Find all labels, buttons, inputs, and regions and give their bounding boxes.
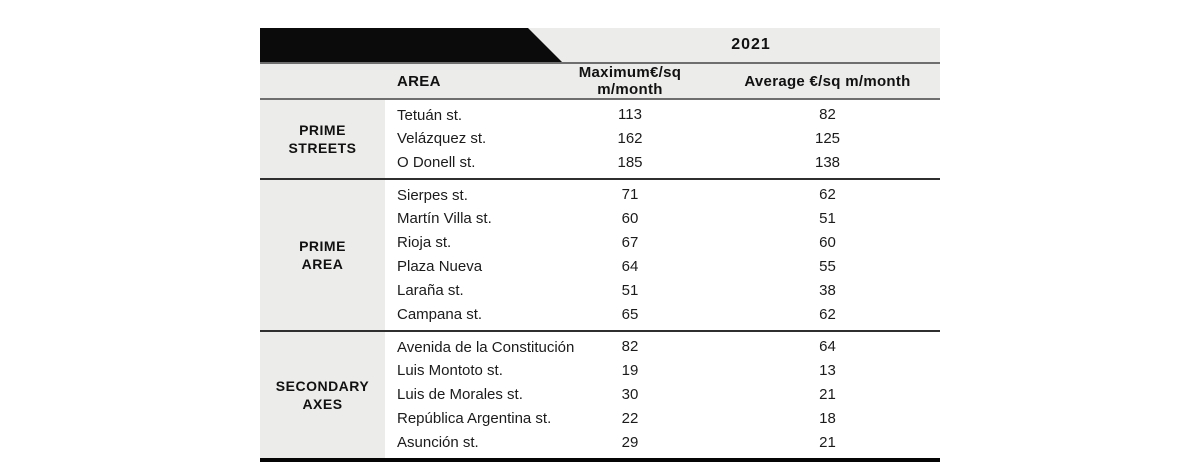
maximum-value: 71 xyxy=(621,186,639,203)
area-name: Luis de Morales st. xyxy=(397,386,523,403)
group-prime-streets: PRIME STREETS Tetuán st. 113 82 Velázque… xyxy=(260,99,940,179)
group-secondary-axes: SECONDARY AXES Avenida de la Constitució… xyxy=(260,331,940,460)
group-label-prime-streets: PRIME STREETS xyxy=(260,99,385,179)
header-spacer xyxy=(260,64,385,99)
maximum-value: 67 xyxy=(621,234,639,251)
average-value: 62 xyxy=(819,186,836,203)
area-name: Rioja st. xyxy=(397,234,452,251)
year-banner: 2021 xyxy=(260,28,940,64)
area-name: Tetuán st. xyxy=(397,106,463,124)
year-label: 2021 xyxy=(731,36,771,53)
average-value: 82 xyxy=(819,106,836,123)
table-row: Luis Montoto st. 19 13 xyxy=(260,359,940,383)
table-row: Asunción st. 29 21 xyxy=(260,431,940,460)
area-name: O Donell st. xyxy=(397,153,476,171)
maximum-value: 29 xyxy=(621,434,639,451)
average-value: 38 xyxy=(819,282,836,299)
group-prime-area: PRIME AREA Sierpes st. 71 62 Martín Vill… xyxy=(260,179,940,331)
area-name: Asunción st. xyxy=(397,433,479,451)
area-name: Martín Villa st. xyxy=(397,210,492,227)
area-name: Velázquez st. xyxy=(397,130,487,147)
maximum-value: 162 xyxy=(617,130,643,147)
table-row: Rioja st. 67 60 xyxy=(260,231,940,255)
maximum-value: 19 xyxy=(621,362,639,379)
area-name: Plaza Nueva xyxy=(397,258,483,275)
average-value: 18 xyxy=(819,410,836,427)
area-name: Laraña st. xyxy=(397,282,464,299)
average-value: 55 xyxy=(819,258,836,275)
table-row: Laraña st. 51 38 xyxy=(260,279,940,303)
banner-black-wedge xyxy=(260,28,562,62)
table-row: SECONDARY AXES Avenida de la Constitució… xyxy=(260,331,940,460)
maximum-value: 30 xyxy=(621,386,639,403)
column-header-maximum: Maximum€/sq m/month xyxy=(578,64,682,98)
area-name: Luis Montoto st. xyxy=(397,362,503,379)
average-value: 60 xyxy=(819,234,836,251)
maximum-value: 51 xyxy=(621,282,639,299)
column-header-average: Average €/sq m/month xyxy=(744,72,911,90)
average-value: 21 xyxy=(819,386,836,403)
maximum-value: 64 xyxy=(621,258,639,275)
area-name: Avenida de la Constitución xyxy=(397,338,575,356)
header-row: AREA Maximum€/sq m/month Average €/sq m/… xyxy=(260,64,940,99)
maximum-value: 113 xyxy=(618,106,642,123)
rent-table: 2021 AREA Maximum€/sq m/month Average €/… xyxy=(260,28,940,462)
group-label-secondary-axes: SECONDARY AXES xyxy=(260,331,385,460)
table-row: Martín Villa st. 60 51 xyxy=(260,207,940,231)
table-row: O Donell st. 185 138 xyxy=(260,151,940,179)
average-value: 21 xyxy=(819,434,836,451)
average-value: 62 xyxy=(819,306,836,323)
column-header-area: AREA xyxy=(397,72,441,90)
maximum-value: 22 xyxy=(621,410,639,427)
average-value: 125 xyxy=(814,130,841,147)
table-row: PRIME AREA Sierpes st. 71 62 xyxy=(260,179,940,331)
table-header: AREA Maximum€/sq m/month Average €/sq m/… xyxy=(260,64,940,99)
maximum-value: 185 xyxy=(617,154,643,171)
maximum-value: 65 xyxy=(621,306,639,323)
table-row: Velázquez st. 162 125 xyxy=(260,127,940,151)
maximum-value: 60 xyxy=(621,210,639,227)
average-value: 64 xyxy=(819,338,836,355)
table-row: PRIME STREETS Tetuán st. 113 82 xyxy=(260,99,940,179)
average-value: 138 xyxy=(814,154,841,171)
prices-table: AREA Maximum€/sq m/month Average €/sq m/… xyxy=(260,64,940,462)
area-name: Sierpes st. xyxy=(397,186,468,204)
maximum-value: 82 xyxy=(621,338,639,355)
table-row: República Argentina st. 22 18 xyxy=(260,407,940,431)
area-name: República Argentina st. xyxy=(397,410,552,427)
area-name: Campana st. xyxy=(397,305,483,323)
table-row: Plaza Nueva 64 55 xyxy=(260,255,940,279)
average-value: 51 xyxy=(819,210,836,227)
group-label-prime-area: PRIME AREA xyxy=(260,179,385,331)
table-row: Campana st. 65 62 xyxy=(260,303,940,331)
table-row: Luis de Morales st. 30 21 xyxy=(260,383,940,407)
average-value: 13 xyxy=(819,362,836,379)
